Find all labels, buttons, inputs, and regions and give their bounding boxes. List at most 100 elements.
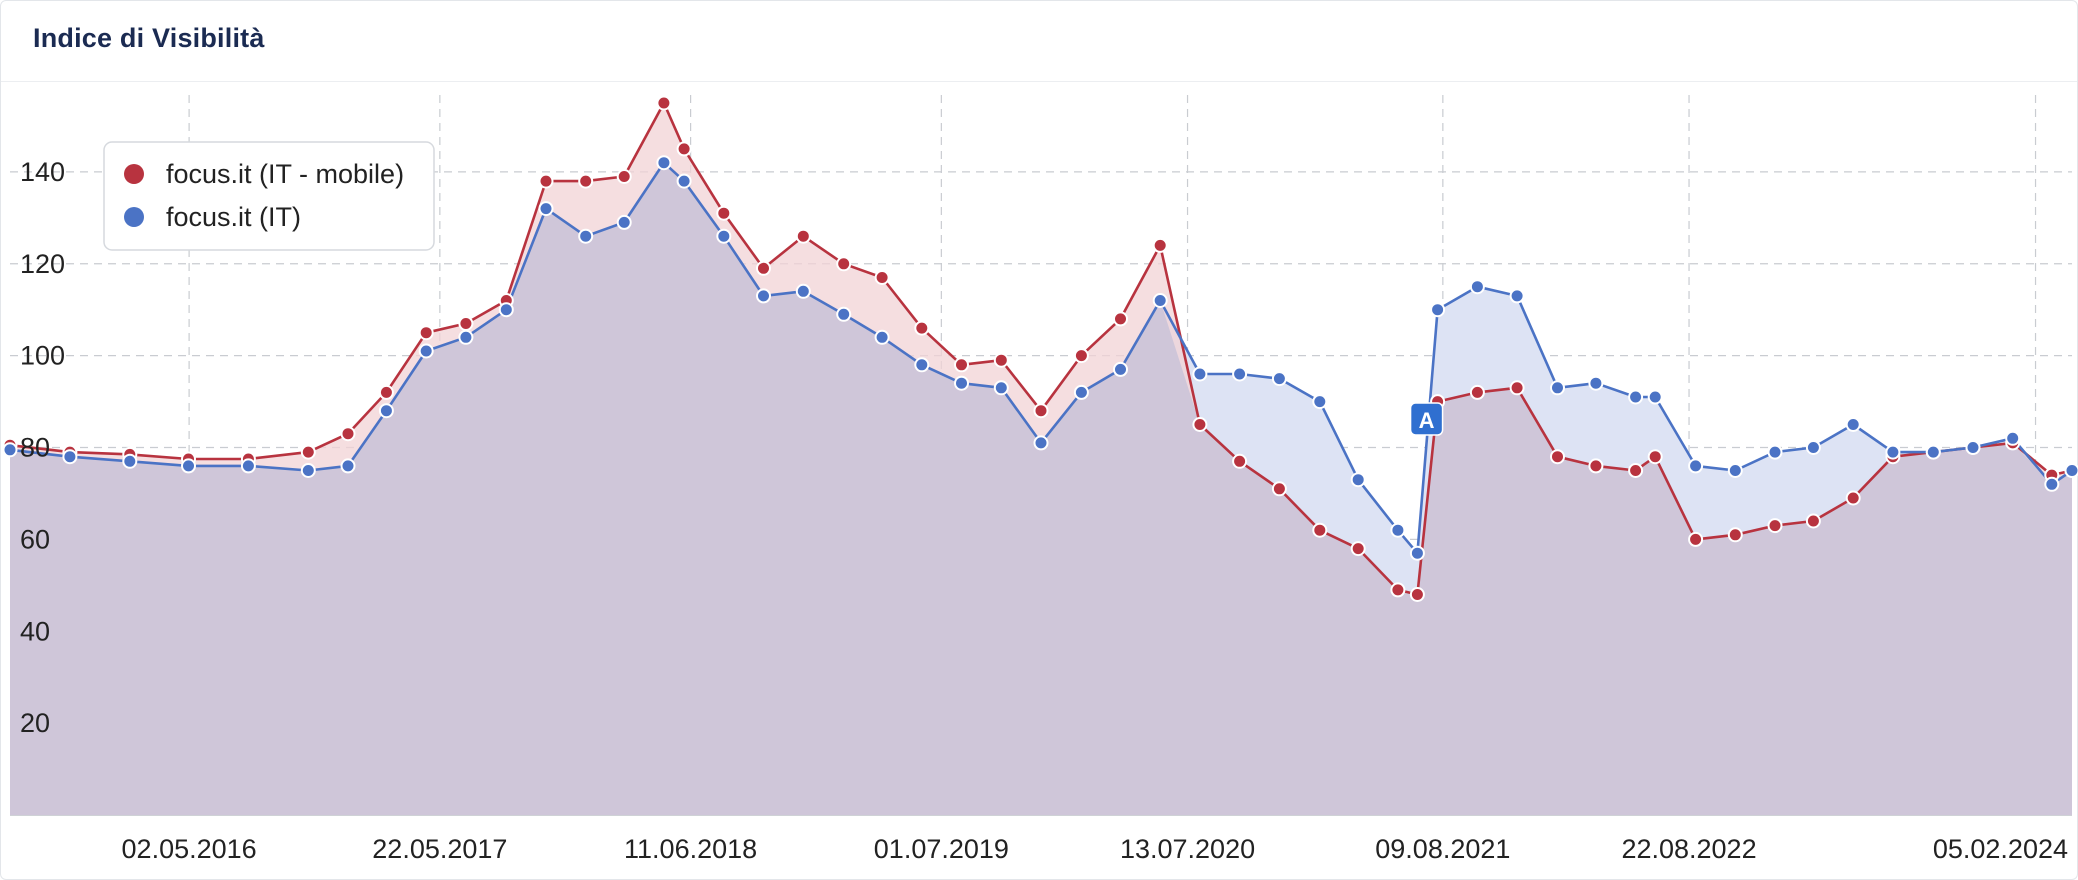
data-point[interactable] [1805,440,1821,455]
data-point[interactable] [1509,288,1525,304]
data-point[interactable] [578,228,594,244]
data-point[interactable] [1350,541,1366,557]
data-point[interactable] [914,320,930,336]
data-point[interactable] [418,343,434,359]
data-point[interactable] [795,228,811,244]
annotation-marker[interactable]: A [1409,402,1444,436]
data-point[interactable] [1965,440,1981,455]
data-point[interactable] [1033,403,1049,419]
data-point[interactable] [795,283,811,299]
data-point[interactable] [1885,444,1901,460]
data-point[interactable] [716,228,732,244]
data-point[interactable] [1113,361,1128,377]
data-point[interactable] [2005,430,2021,446]
data-point[interactable] [458,329,474,345]
data-point[interactable] [756,260,771,276]
chart-legend[interactable]: focus.it (IT - mobile) focus.it (IT) [103,141,435,251]
data-point[interactable] [1767,518,1783,534]
data-point[interactable] [578,173,594,189]
data-point[interactable] [1192,417,1208,432]
data-point[interactable] [300,444,316,460]
data-point[interactable] [1271,371,1287,387]
data-point[interactable] [340,426,356,442]
data-point[interactable] [378,384,394,400]
data-point[interactable] [1845,417,1861,432]
data-point[interactable] [1312,394,1328,410]
data-point[interactable] [1232,453,1248,469]
data-point[interactable] [1845,490,1861,506]
data-point[interactable] [2,442,18,458]
data-point[interactable] [538,173,554,189]
data-point[interactable] [1550,449,1565,465]
data-point[interactable] [1073,384,1089,400]
data-point[interactable] [1727,527,1743,543]
data-point[interactable] [993,380,1009,396]
data-point[interactable] [1409,545,1425,561]
data-point[interactable] [874,329,890,345]
data-point[interactable] [1350,472,1366,488]
data-point[interactable] [1469,384,1485,400]
data-point[interactable] [1152,293,1168,308]
data-point[interactable] [676,141,692,157]
data-point[interactable] [1925,444,1941,460]
data-point[interactable] [1727,463,1743,478]
data-point[interactable] [2064,463,2078,478]
data-point[interactable] [122,453,138,469]
data-point[interactable] [1550,380,1565,396]
data-point[interactable] [1588,458,1604,474]
chart-annotations[interactable]: A [1409,402,1444,436]
data-point[interactable] [1033,435,1049,451]
data-point[interactable] [954,357,969,373]
data-point[interactable] [756,288,771,304]
data-point[interactable] [1192,366,1208,382]
data-point[interactable] [378,403,394,419]
data-point[interactable] [1469,279,1485,295]
data-point[interactable] [498,302,514,318]
data-point[interactable] [1271,481,1287,497]
data-point[interactable] [538,201,554,217]
data-point[interactable] [1647,449,1663,465]
data-point[interactable] [1688,531,1704,547]
card-header: Indice di Visibilità [1,1,2077,82]
data-point[interactable] [1390,522,1406,538]
x-tick-label: 22.05.2017 [372,834,507,864]
data-point[interactable] [340,458,356,474]
data-point[interactable] [1805,513,1821,529]
data-point[interactable] [616,169,632,184]
data-point[interactable] [1390,582,1406,598]
data-point[interactable] [1509,380,1525,396]
data-point[interactable] [1588,375,1604,391]
data-point[interactable] [458,316,474,331]
data-point[interactable] [1232,366,1248,382]
data-point[interactable] [1647,389,1663,405]
data-point[interactable] [1409,587,1425,602]
data-point[interactable] [836,256,852,272]
data-point[interactable] [1312,522,1328,538]
data-point[interactable] [1073,348,1089,364]
data-point[interactable] [62,449,78,465]
data-point[interactable] [418,325,434,341]
data-point[interactable] [676,173,692,189]
data-point[interactable] [2044,476,2060,492]
legend-item-mobile[interactable]: focus.it (IT - mobile) [124,159,404,189]
data-point[interactable] [656,95,672,111]
data-point[interactable] [914,357,930,373]
data-point[interactable] [716,205,732,221]
data-point[interactable] [1688,458,1704,474]
data-point[interactable] [1430,302,1446,318]
data-point[interactable] [954,375,969,391]
data-point[interactable] [1628,463,1644,478]
data-point[interactable] [1113,311,1128,327]
data-point[interactable] [1767,444,1783,460]
data-point[interactable] [181,458,196,474]
data-point[interactable] [993,352,1009,368]
data-point[interactable] [836,306,852,322]
data-point[interactable] [300,463,316,478]
data-point[interactable] [874,270,890,285]
legend-item-desktop[interactable]: focus.it (IT) [124,202,301,232]
data-point[interactable] [240,458,256,474]
data-point[interactable] [1628,389,1644,405]
data-point[interactable] [656,155,672,171]
data-point[interactable] [1152,237,1168,253]
data-point[interactable] [616,214,632,230]
